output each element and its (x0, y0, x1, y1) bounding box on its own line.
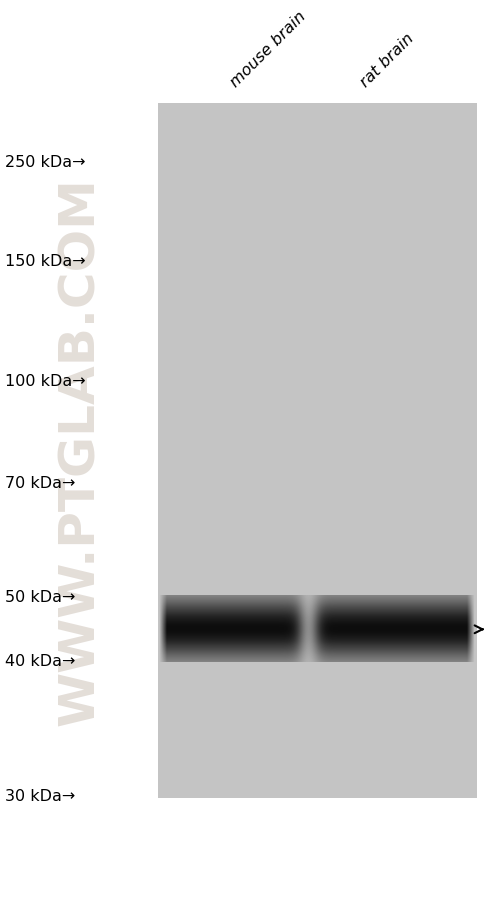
Text: 40 kDa→: 40 kDa→ (5, 654, 76, 668)
Text: 50 kDa→: 50 kDa→ (5, 590, 76, 604)
Text: 100 kDa→: 100 kDa→ (5, 374, 86, 389)
Text: 250 kDa→: 250 kDa→ (5, 155, 86, 170)
Bar (158, 104, 477, 798)
Text: 70 kDa→: 70 kDa→ (5, 475, 76, 490)
Text: 30 kDa→: 30 kDa→ (5, 788, 75, 803)
Text: 150 kDa→: 150 kDa→ (5, 254, 86, 269)
Text: mouse brain: mouse brain (228, 9, 309, 90)
Text: rat brain: rat brain (358, 31, 417, 90)
Text: WWW.PTGLAB.COM: WWW.PTGLAB.COM (56, 177, 104, 725)
